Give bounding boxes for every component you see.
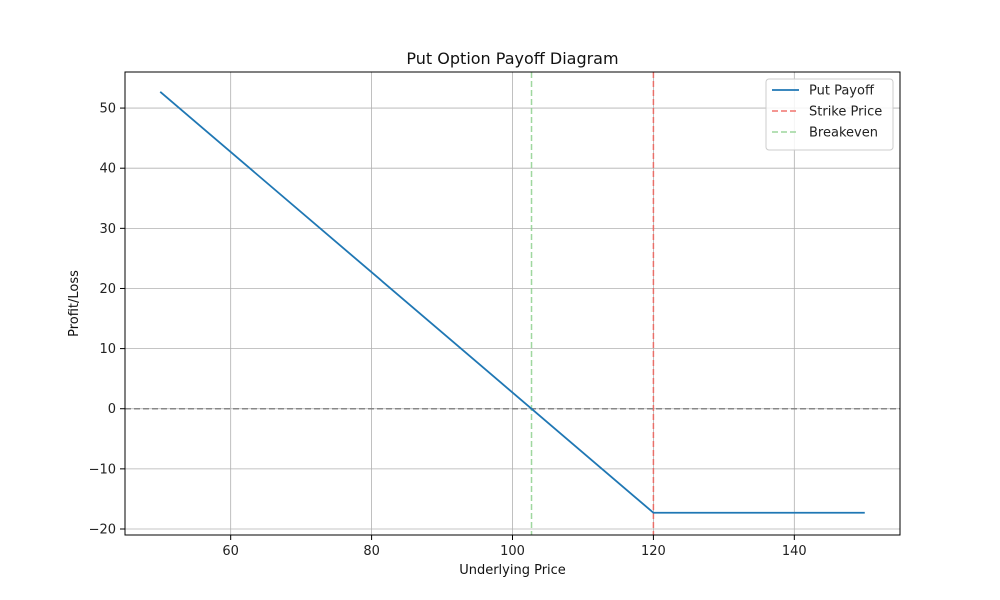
y-tick-label: −20 — [89, 522, 116, 537]
put-payoff-series — [159, 91, 865, 514]
x-tick-label: 80 — [363, 544, 380, 559]
y-tick-label: 0 — [108, 402, 116, 417]
y-tick-label: 20 — [99, 282, 116, 297]
x-tick-label: 60 — [222, 544, 239, 559]
legend-box — [765, 78, 894, 151]
x-axis-label: Underlying Price — [459, 563, 566, 578]
legend-label: Strike Price — [809, 105, 882, 120]
x-tick-label: 120 — [641, 544, 666, 559]
legend-label: Put Payoff — [809, 84, 875, 99]
legend-label: Breakeven — [809, 126, 878, 141]
y-tick-label: −10 — [89, 462, 116, 477]
y-tick-label: 50 — [99, 102, 116, 117]
chart-title: Put Option Payoff Diagram — [406, 49, 618, 68]
y-tick-label: 40 — [99, 162, 116, 177]
y-tick-label: 30 — [99, 222, 116, 237]
x-tick-label: 100 — [500, 544, 525, 559]
x-tick-label: 140 — [782, 544, 807, 559]
y-tick-label: 10 — [99, 342, 116, 357]
legend: Put Payoff Strike Price Breakeven — [765, 78, 894, 151]
y-axis-label: Profit/Loss — [67, 270, 82, 337]
